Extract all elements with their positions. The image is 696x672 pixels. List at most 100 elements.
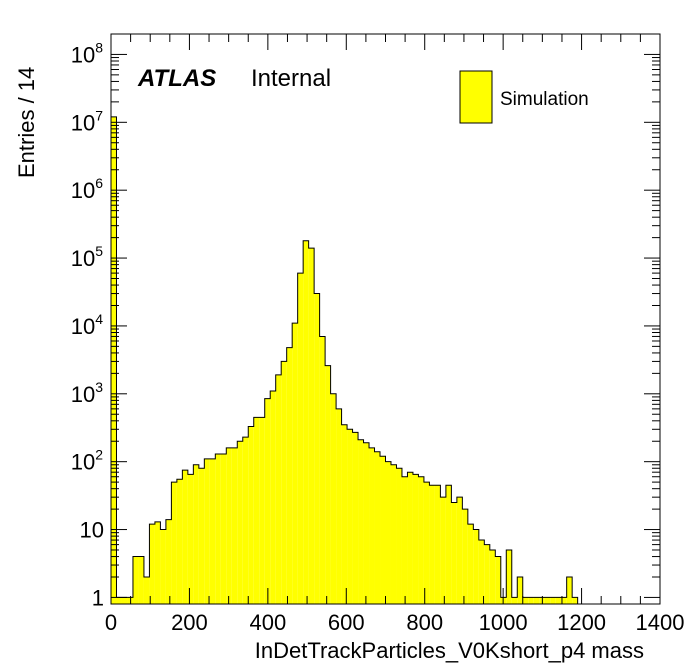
histogram-bar xyxy=(154,521,161,604)
y-tick-label: 108 xyxy=(71,39,103,67)
histogram-bar xyxy=(308,248,315,605)
histogram-bar xyxy=(572,597,578,604)
y-tick-label: 102 xyxy=(71,447,103,475)
histogram-bar xyxy=(511,597,518,604)
histogram-bar xyxy=(369,447,375,604)
histogram-bars xyxy=(110,116,579,605)
histogram-bar xyxy=(286,347,293,604)
histogram-bar xyxy=(533,597,540,604)
histogram-bar xyxy=(484,544,490,604)
histogram-bar xyxy=(423,482,430,604)
x-tick-label: 400 xyxy=(249,610,286,635)
histogram-bar xyxy=(401,476,408,604)
histogram-bar xyxy=(292,323,298,604)
histogram-bar xyxy=(412,474,419,604)
legend-label: Simulation xyxy=(500,89,589,110)
histogram-bar xyxy=(336,408,342,604)
x-axis-title: InDetTrackParticles_V0Kshort_p4 mass xyxy=(255,638,644,663)
histogram-bar xyxy=(149,524,155,604)
histogram-bar xyxy=(264,398,271,604)
y-tick-label: 105 xyxy=(71,243,103,271)
histogram-bar xyxy=(517,576,523,604)
histogram-bar xyxy=(467,524,474,604)
histogram-bar xyxy=(209,458,216,604)
histogram-bar xyxy=(390,464,397,604)
histogram-bar xyxy=(396,468,402,604)
histogram-bar xyxy=(489,549,496,604)
histogram-bar xyxy=(165,519,172,604)
legend: Simulation xyxy=(459,70,589,124)
y-axis-title: Entries / 14 xyxy=(14,67,39,178)
histogram-bar xyxy=(116,597,122,604)
histogram-bar xyxy=(275,374,282,604)
histogram-bar xyxy=(352,432,359,604)
histogram-bar xyxy=(160,529,166,604)
histogram-bar xyxy=(259,417,265,604)
x-tick-label: 800 xyxy=(406,610,443,635)
histogram-bar xyxy=(143,576,150,604)
histogram-bar xyxy=(237,441,243,604)
histogram-bar xyxy=(374,451,381,604)
y-tick-labels: 1 10 102 103 104 105 106 107 108 xyxy=(71,39,104,610)
histogram-bar xyxy=(270,390,276,604)
y-tick-label: 1 xyxy=(92,585,104,610)
histogram-bar xyxy=(363,442,370,604)
atlas-label: ATLAS xyxy=(137,65,216,92)
histogram-bar xyxy=(407,472,413,604)
axis-ticks xyxy=(110,33,661,604)
histogram-bar xyxy=(297,273,304,604)
x-tick-labels: 0 200 400 600 800 1000 1200 1400 xyxy=(105,610,685,635)
histogram-bar xyxy=(506,549,512,604)
histogram-outline xyxy=(110,116,579,604)
histogram-bar xyxy=(347,429,353,604)
histogram-bar xyxy=(561,597,567,604)
histogram-bar xyxy=(248,426,254,604)
histogram-bar xyxy=(566,576,573,604)
histogram-bar xyxy=(380,456,386,604)
internal-label: Internal xyxy=(251,65,331,92)
histogram-bar xyxy=(330,393,337,604)
histogram-bar xyxy=(314,293,320,604)
histogram-bar xyxy=(187,474,194,604)
histogram-bar xyxy=(215,453,221,604)
histogram-bar xyxy=(132,556,139,604)
histogram-bar xyxy=(358,439,364,604)
x-tick-label: 1400 xyxy=(636,610,685,635)
x-tick-label: 1200 xyxy=(557,610,606,635)
histogram-bar xyxy=(253,417,260,604)
histogram-bar xyxy=(555,597,562,604)
histogram-bar xyxy=(418,476,424,604)
x-tick-label: 0 xyxy=(105,610,117,635)
histogram-bar xyxy=(325,365,331,604)
x-tick-label: 600 xyxy=(328,610,365,635)
histogram-bar xyxy=(451,502,457,604)
histogram-bar xyxy=(226,447,232,604)
histogram-bar xyxy=(193,464,199,604)
histogram-bar xyxy=(198,468,205,604)
histogram-bar xyxy=(522,597,529,604)
histogram-bar xyxy=(434,485,441,604)
histogram-bar xyxy=(231,447,238,604)
histogram-bar xyxy=(544,597,551,604)
histogram-bar xyxy=(111,116,117,604)
histogram-bar xyxy=(385,461,391,604)
histogram-bar xyxy=(303,240,309,604)
histogram-bar xyxy=(462,509,468,604)
histogram-bar xyxy=(456,497,463,604)
histogram-bar xyxy=(182,470,188,604)
x-tick-label: 1000 xyxy=(479,610,528,635)
histogram-bar xyxy=(550,597,556,604)
histogram-bar xyxy=(220,453,227,604)
x-tick-label: 200 xyxy=(171,610,208,635)
y-tick-label: 106 xyxy=(71,175,103,203)
histogram-bar xyxy=(478,540,485,604)
histogram-bar xyxy=(138,556,144,604)
histogram-bar xyxy=(319,336,326,604)
histogram-bar xyxy=(473,529,479,604)
histogram-bar xyxy=(341,424,348,604)
histogram-bar xyxy=(171,482,177,604)
histogram-bar xyxy=(121,597,128,604)
y-tick-label: 10 xyxy=(80,518,104,543)
histogram-bar xyxy=(445,485,452,604)
histogram-bar xyxy=(440,497,446,604)
